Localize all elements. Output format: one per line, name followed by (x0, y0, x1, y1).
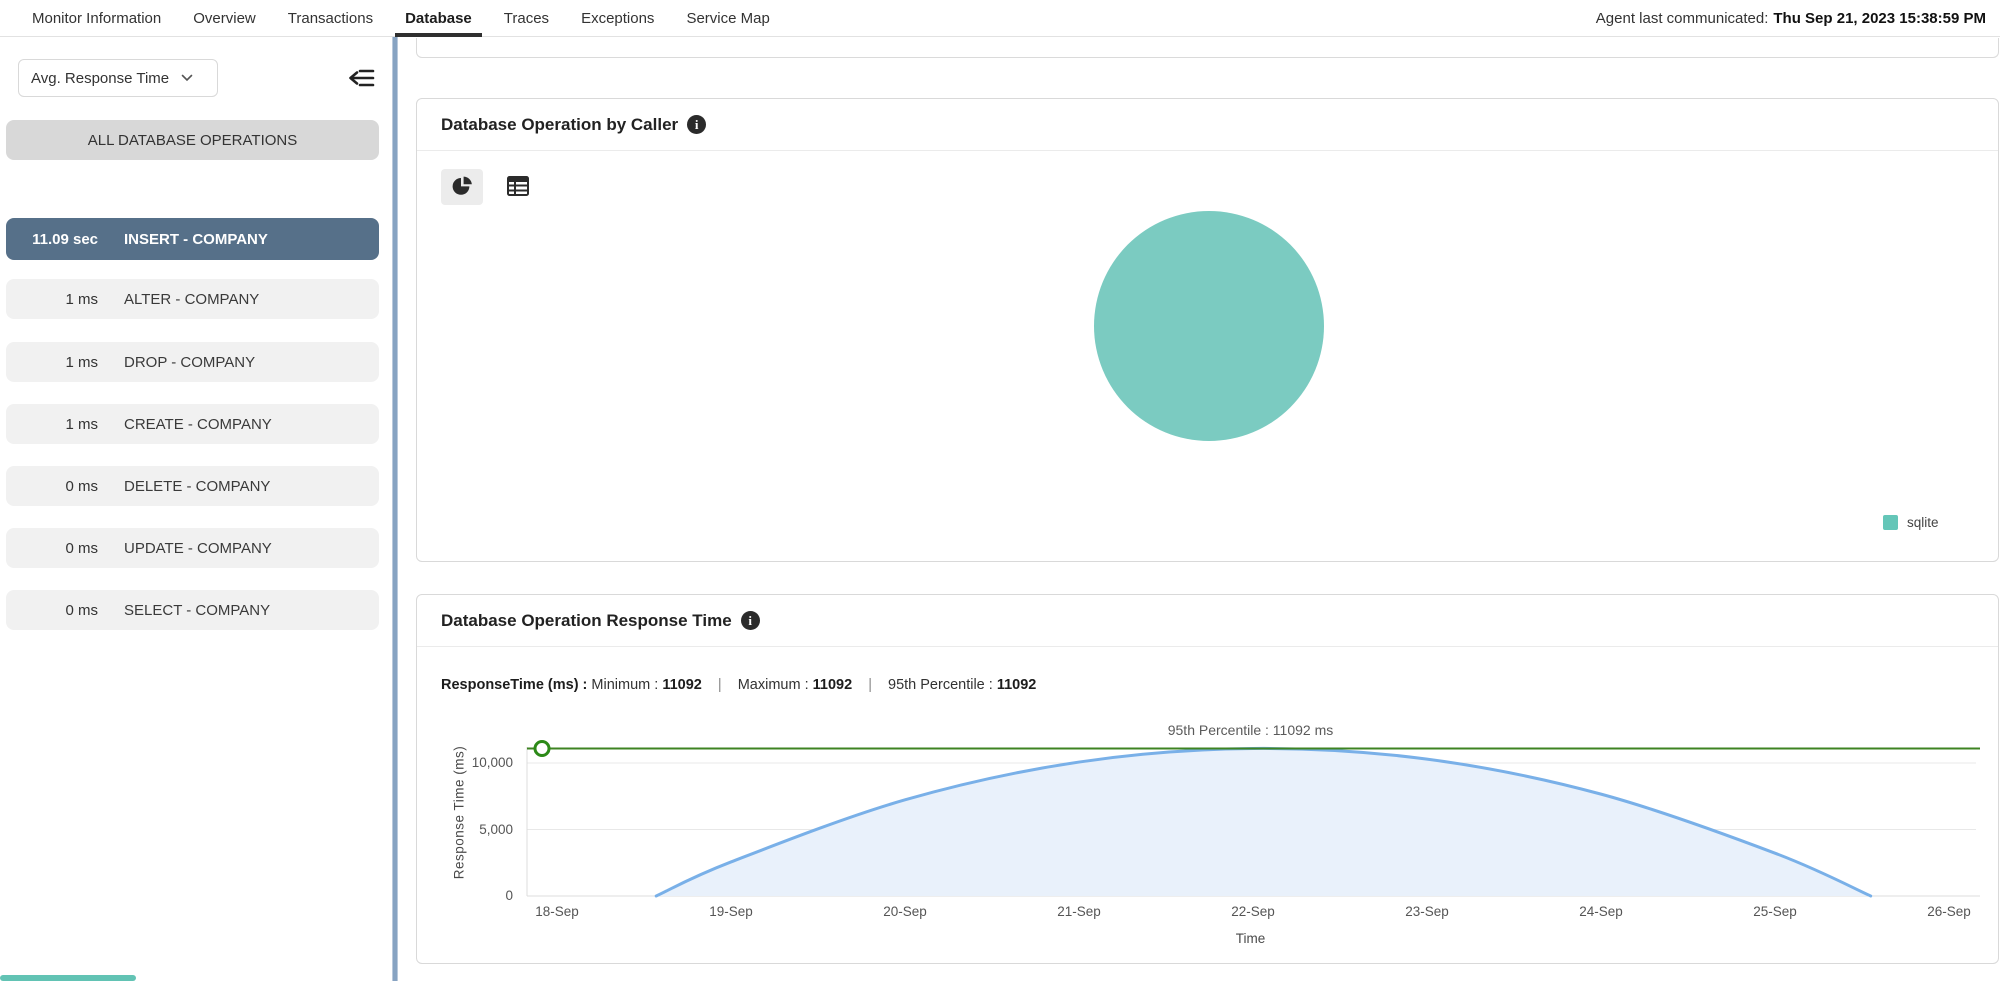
stats-separator: | (717, 677, 722, 693)
stats-minimum-value: 11092 (662, 677, 702, 693)
operation-drop-company[interactable]: 1 ms DROP - COMPANY (6, 342, 379, 382)
percentile-annotation: 95th Percentile : 11092 ms (1167, 722, 1334, 738)
operation-insert-company[interactable]: 11.09 sec INSERT - COMPANY (6, 218, 379, 260)
operation-time: 0 ms (65, 477, 98, 495)
stats-p95-label: 95th Percentile : (888, 677, 993, 693)
collapse-arrow-icon (346, 66, 376, 93)
operation-label: DELETE - COMPANY (124, 477, 271, 495)
table-icon (507, 175, 529, 199)
tab-transactions[interactable]: Transactions (287, 9, 374, 27)
operation-time: 11.09 sec (32, 230, 98, 248)
collapse-sidebar-button[interactable] (342, 62, 380, 96)
operation-update-company[interactable]: 0 ms UPDATE - COMPANY (6, 528, 379, 568)
operation-label: CREATE - COMPANY (124, 415, 272, 433)
x-tick-label: 19-Sep (709, 904, 753, 919)
tab-overview[interactable]: Overview (193, 9, 256, 27)
operation-label: ALTER - COMPANY (124, 290, 260, 308)
y-tick-label: 5,000 (479, 821, 513, 837)
legend-swatch (1883, 515, 1898, 530)
nav-tabs: Monitor Information Overview Transaction… (0, 0, 786, 37)
operation-time: 0 ms (65, 601, 98, 619)
operation-time: 0 ms (65, 539, 98, 557)
operation-delete-company[interactable]: 0 ms DELETE - COMPANY (6, 466, 379, 506)
operation-select-company[interactable]: 0 ms SELECT - COMPANY (6, 590, 379, 630)
database-operation-by-caller-panel: Database Operation by Caller i (416, 98, 1999, 562)
pie-chart-canvas[interactable] (417, 151, 2000, 501)
response-time-panel-title: Database Operation Response Time (441, 610, 732, 630)
all-database-operations-button[interactable]: ALL DATABASE OPERATIONS (6, 120, 379, 160)
caller-panel-title: Database Operation by Caller (441, 114, 679, 134)
agent-last-communicated: Agent last communicated: Thu Sep 21, 202… (1596, 0, 2000, 36)
response-time-panel-header: Database Operation Response Time i (417, 595, 1998, 647)
legend-label: sqlite (1907, 515, 1939, 530)
chevron-down-icon (181, 74, 193, 82)
stats-minimum-label: Minimum : (591, 677, 659, 693)
metric-dropdown[interactable]: Avg. Response Time (18, 59, 218, 97)
x-axis-title: Time (1235, 931, 1266, 946)
operation-label: DROP - COMPANY (124, 353, 256, 371)
y-tick-label: 10,000 (471, 755, 513, 770)
pie-slice-sqlite (1093, 211, 1324, 441)
operation-time: 1 ms (65, 290, 98, 308)
x-tick-label: 22-Sep (1231, 904, 1275, 919)
pie-chart-icon (451, 175, 473, 200)
info-icon[interactable]: i (687, 115, 707, 134)
operation-time: 1 ms (65, 353, 98, 371)
caller-panel-header: Database Operation by Caller i (417, 99, 1998, 151)
tab-service-map[interactable]: Service Map (686, 9, 770, 27)
stats-metric-label: ResponseTime (ms) : (441, 677, 588, 693)
stats-p95-value: 11092 (996, 677, 1037, 693)
x-tick-label: 24-Sep (1579, 904, 1623, 919)
operation-time: 1 ms (65, 415, 98, 433)
table-view-button[interactable] (497, 169, 539, 205)
response-time-chart-canvas[interactable]: 95th Percentile : 11092 ms 18-Sep 19-Sep 2… (521, 722, 1980, 954)
stats-maximum-value: 11092 (812, 677, 853, 693)
x-tick-label: 18-Sep (535, 904, 579, 919)
stats-maximum-label: Maximum : (737, 677, 809, 693)
x-tick-label: 20-Sep (883, 904, 927, 919)
tab-traces[interactable]: Traces (503, 9, 550, 27)
x-axis-ticks: 18-Sep 19-Sep 20-Sep 21-Sep 22-Sep 23-Sep 24-S… (521, 904, 1980, 922)
info-icon[interactable]: i (740, 611, 760, 630)
operation-create-company[interactable]: 1 ms CREATE - COMPANY (6, 404, 379, 444)
response-time-stats: ResponseTime (ms) : Minimum : 11092 | Ma… (441, 677, 1036, 693)
operation-label: SELECT - COMPANY (124, 601, 271, 619)
tab-exceptions[interactable]: Exceptions (581, 9, 655, 27)
caller-view-toggles (441, 169, 539, 205)
x-tick-label: 21-Sep (1057, 904, 1101, 919)
x-tick-label: 25-Sep (1753, 904, 1797, 919)
operation-alter-company[interactable]: 1 ms ALTER - COMPANY (6, 279, 379, 319)
x-tick-label: 26-Sep (1927, 904, 1971, 919)
top-nav-bar: Monitor Information Overview Transaction… (0, 0, 2000, 37)
operation-label: INSERT - COMPANY (124, 230, 268, 248)
y-axis-ticks: 0 5,000 10,000 (417, 739, 513, 909)
pie-view-button[interactable] (441, 169, 483, 205)
agent-status-prefix: Agent last communicated: (1595, 9, 1769, 27)
x-tick-label: 23-Sep (1405, 904, 1449, 919)
tab-database[interactable]: Database (389, 0, 488, 37)
legend-item-sqlite[interactable]: sqlite (1883, 515, 1939, 530)
agent-status-timestamp: Thu Sep 21, 2023 15:38:59 PM (1773, 9, 1986, 27)
y-tick-label: 0 (505, 888, 513, 903)
database-operation-response-time-panel: Database Operation Response Time i Respo… (416, 594, 1999, 964)
sidebar-resize-divider[interactable] (392, 37, 398, 981)
operation-label: UPDATE - COMPANY (124, 539, 272, 557)
stats-separator: | (868, 677, 872, 693)
horizontal-scrollbar-thumb[interactable] (0, 975, 136, 981)
operations-sidebar: Avg. Response Time ALL DATABASE OPERATIO… (0, 37, 388, 981)
metric-dropdown-value: Avg. Response Time (31, 69, 170, 87)
scrolled-panel-edge (416, 38, 1999, 58)
tab-monitor-information[interactable]: Monitor Information (32, 9, 162, 27)
